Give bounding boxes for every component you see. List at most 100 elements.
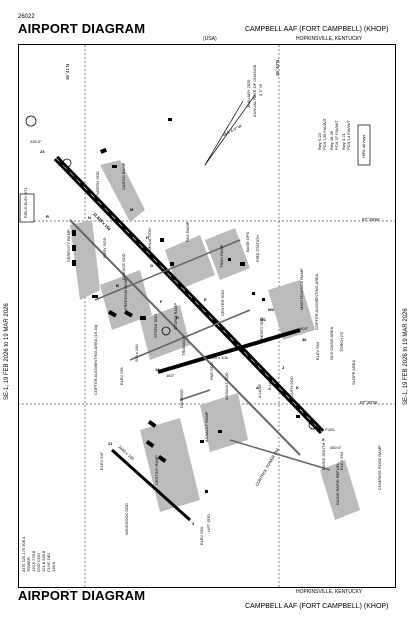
runway-heading-050: 050.0° <box>330 445 342 450</box>
maintenance-ramp-apron <box>268 280 315 340</box>
taxiway-letter: F <box>160 299 163 304</box>
area-label: TRIANGLE <box>181 335 186 356</box>
area-label: ASSAULT SOD <box>224 372 229 400</box>
variation-rate-value: 0.1° W <box>258 83 263 96</box>
variation-date: JANUARY 2025 <box>246 79 251 108</box>
area-label: TORCH PZ <box>339 331 344 352</box>
area-label: B LANE <box>267 375 272 390</box>
taxiway-letter: J <box>282 365 285 370</box>
magnetic-north-line <box>204 100 244 166</box>
runway-18-elev: ELEV 561 <box>119 366 124 385</box>
field-elevation: FIELD ELEV 571 <box>23 187 28 218</box>
area-label: PAR SOD <box>209 362 214 380</box>
taxiway-d <box>179 389 211 401</box>
serenity-ramp-apron <box>70 220 100 300</box>
area-label: BASE OPS <box>245 231 250 252</box>
area-label: COPTER AUGMENTING AREA (16-34) <box>93 324 98 395</box>
variation-rate-label: ANNUAL RATE OF CHANGE <box>252 64 257 117</box>
field-elev-box <box>19 193 35 223</box>
lat-top-label: 36°41'N <box>65 63 70 80</box>
area-label: ASSAULT RAMP <box>204 411 209 442</box>
taxiway-letter: W1 <box>260 317 266 322</box>
area-label: MAINTENANCE RAMP <box>299 268 304 310</box>
area-label: OASIS RAPID REFUEL <box>335 462 340 505</box>
area-label: OASIS SOUTH <box>321 442 326 470</box>
runway-21-end: 21 <box>108 441 113 446</box>
cargo-ramp-apron <box>100 160 145 222</box>
true-north-line <box>204 94 256 166</box>
comm-clearance-freq: 138.8 <box>51 561 56 572</box>
area-label: DIAMOND <box>179 389 184 408</box>
agency-code: (USA) <box>203 36 217 42</box>
runway-3-end: 3 <box>192 521 195 526</box>
north-arrow-circle <box>25 115 37 127</box>
footer-airport: CAMPBELL AAF (FORT CAMPBELL) (KHOP) <box>245 603 389 610</box>
taxiway-letter: M <box>130 207 134 212</box>
runway-3-elev: ELEV 550 <box>199 526 204 545</box>
diagram-frame <box>18 44 396 588</box>
pcn-rwy-18-36: PCN 37 F/A/W/T <box>334 120 339 150</box>
runway-5-23-centerline <box>55 157 323 433</box>
runway-36-end: 36 <box>302 337 307 342</box>
taxiway-letter: C <box>135 239 138 244</box>
area-label: COPTER AUGMENTING AREA <box>314 273 319 330</box>
area-label: DESTINY RAMP <box>154 455 159 485</box>
runway-5-elev: ELEV 554 <box>339 451 344 470</box>
area-label: OLD OASIS AREA <box>329 326 334 360</box>
storm-ramp-apron <box>140 305 190 360</box>
taxiway-letter: N <box>88 215 91 220</box>
page-title: AIRPORT DIAGRAM <box>18 21 146 36</box>
area-label: STORM SOD <box>153 313 158 338</box>
taxiway-letter: H <box>146 235 149 240</box>
taxiway-k <box>229 439 331 471</box>
runway-18-36 <box>157 328 301 374</box>
runway-5-end-label: 5 <box>322 437 325 442</box>
lon-bottom-label: 87°30'W <box>360 400 378 405</box>
runway-36-heading: 003° <box>300 326 309 331</box>
runway-18-heading: 183° <box>166 373 175 378</box>
runway-36-elev: ELEV 554 <box>315 341 320 360</box>
area-label: CENTER SOD <box>220 289 225 316</box>
area-label: SLOPE AREA <box>351 359 356 385</box>
footer-title: AIRPORT DIAGRAM <box>18 588 146 603</box>
area-label: CARGO RAMP <box>121 162 126 190</box>
airport-name: CAMPBELL AAF (FORT CAMPBELL) (KHOP) <box>245 26 389 33</box>
runway-18-36-dims: 4500 x 100 <box>208 355 228 360</box>
pcn-rwy-5-23: PCN 130 F/A/W/T <box>322 117 327 150</box>
taxiway-letter: W2 <box>268 307 274 312</box>
lon-mid-label: 87°29'W <box>362 217 380 222</box>
runway-23-end-label: 23 <box>40 149 45 154</box>
runway-end-marker-23 <box>62 158 72 168</box>
doc-number: 26022 <box>18 14 35 20</box>
taxiway-letter: R <box>46 214 49 219</box>
area-label: SERENITY RAMP <box>66 229 71 262</box>
area-label: FUEL <box>325 427 336 432</box>
taxiway-letter: G <box>150 263 154 268</box>
runway-18-end: 18 <box>155 367 160 372</box>
taxiway-letter: D <box>176 315 179 320</box>
hirl-box <box>357 124 371 166</box>
area-label: FIRE STATION <box>255 235 260 262</box>
area-label: FURY SOD <box>102 237 107 258</box>
runway-heading-230: 230.0° <box>30 139 42 144</box>
buildings <box>72 118 300 493</box>
area-label: SOUTH SOD <box>289 376 294 400</box>
hirl-note: HIRL all rwys <box>361 134 366 158</box>
runway-3-21 <box>110 448 192 522</box>
lat-top-right-label: 36°40'N <box>275 59 280 76</box>
taxiway-b <box>94 239 241 301</box>
taxiway-letter: A <box>256 385 259 390</box>
city-state: HOPKINSVILLE, KENTUCKY <box>296 36 363 42</box>
area-label: COMPASS ROSE RAMP <box>377 445 382 490</box>
taxiway-letter: F1 <box>250 341 255 346</box>
area-label: CHANCE SOD <box>121 253 126 280</box>
assault-ramp-apron <box>200 393 248 452</box>
taxiway-letter: E <box>204 297 207 302</box>
compass-rose-apron <box>320 460 360 520</box>
taxiway-c <box>129 309 251 361</box>
runway-21-elev: ELEV 547 <box>99 451 104 470</box>
pcn-rwy-3-21: PCN 14 F/A/W/T <box>346 120 351 150</box>
area-label: WINDSOCK SOD <box>124 503 129 535</box>
area-label: FREEDOM RAMP <box>123 277 128 310</box>
